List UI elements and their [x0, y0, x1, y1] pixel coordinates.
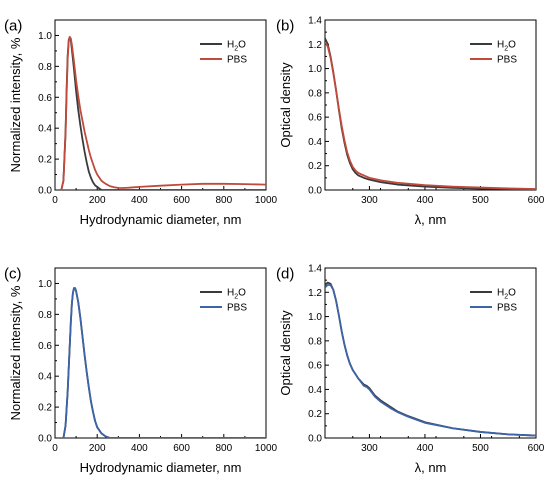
y-tick-label: 1.0	[38, 31, 52, 42]
x-tick-label: 800	[215, 195, 232, 206]
y-tick-label: 0.2	[38, 403, 52, 414]
x-tick-label: 600	[173, 195, 190, 206]
y-tick-label: 1.4	[308, 264, 322, 275]
x-tick-label: 600	[528, 443, 545, 454]
y-tick-label: 0.2	[308, 161, 322, 172]
panel-letter: (d)	[276, 265, 294, 282]
x-tick-label: 200	[89, 195, 106, 206]
x-tick-label: 1000	[255, 195, 278, 206]
y-tick-label: 0.4	[38, 124, 52, 135]
y-tick-label: 0.4	[38, 372, 52, 383]
y-tick-label: 1.2	[308, 288, 322, 299]
y-tick-label: 0.2	[38, 155, 52, 166]
y-axis-label: Optical density	[278, 310, 293, 396]
y-tick-label: 1.4	[308, 16, 322, 27]
panel-letter: (a)	[4, 17, 22, 34]
y-tick-label: 0.6	[38, 341, 52, 352]
x-tick-label: 0	[52, 195, 58, 206]
y-tick-label: 0.6	[308, 361, 322, 372]
x-tick-label: 400	[131, 443, 148, 454]
series-line-pbs	[325, 41, 536, 190]
legend-label: H2O	[227, 40, 246, 53]
y-axis-label: Normalized intensity, %	[8, 285, 23, 420]
x-tick-label: 1000	[255, 443, 278, 454]
y-axis-label: Normalized intensity, %	[8, 37, 23, 172]
legend-label: PBS	[227, 55, 247, 66]
legend-label: H2O	[497, 40, 516, 53]
legend-label: PBS	[497, 303, 517, 314]
y-tick-label: 0.8	[38, 62, 52, 73]
x-tick-label: 500	[472, 443, 489, 454]
y-tick-label: 0.0	[308, 186, 322, 197]
chart-panel-2: (c) 0 200 400 600 800 1000 0.0 0.2 0.4 0.6 0.8 1.0 Hy…	[4, 265, 278, 475]
y-tick-label: 0.4	[308, 385, 322, 396]
series-line-pbs	[62, 287, 266, 438]
y-tick-label: 0.8	[38, 310, 52, 321]
x-tick-label: 0	[52, 443, 58, 454]
y-tick-label: 0.6	[38, 93, 52, 104]
y-tick-label: 0.6	[308, 113, 322, 124]
x-axis-label: λ, nm	[415, 212, 447, 227]
chart-panel-1: (b) 300 400 500 600 0.0 0.2 0.4 0.6 0.8 1.0 1.2 1.4 λ…	[276, 16, 545, 228]
legend-label: PBS	[227, 303, 247, 314]
x-tick-label: 500	[472, 195, 489, 206]
y-tick-label: 0.8	[308, 88, 322, 99]
x-tick-label: 600	[528, 195, 545, 206]
x-tick-label: 300	[361, 443, 378, 454]
legend-label: H2O	[227, 288, 246, 301]
x-tick-label: 400	[417, 195, 434, 206]
y-axis-label: Optical density	[278, 62, 293, 148]
panel-letter: (b)	[276, 17, 294, 34]
series-line-pbs	[60, 36, 266, 190]
x-tick-label: 800	[215, 443, 232, 454]
legend-label: PBS	[497, 55, 517, 66]
y-tick-label: 1.0	[308, 64, 322, 75]
x-tick-label: 300	[361, 195, 378, 206]
chart-panel-3: (d) 300 400 500 600 0.0 0.2 0.4 0.6 0.8 1.0 1.2 1.4 λ…	[276, 264, 545, 476]
series-line-pbs	[325, 284, 536, 437]
x-axis-label: Hydrodynamic diameter, nm	[80, 460, 242, 475]
y-tick-label: 0.0	[308, 434, 322, 445]
x-tick-label: 400	[417, 443, 434, 454]
x-tick-label: 200	[89, 443, 106, 454]
x-tick-label: 600	[173, 443, 190, 454]
y-tick-label: 1.0	[38, 279, 52, 290]
chart-panel-0: (a) 0 200 400 600 800 1000 0.0 0.2 0.4 0.6 0.8 1.0 Hy…	[4, 17, 278, 227]
y-tick-label: 1.2	[308, 40, 322, 51]
y-tick-label: 0.2	[308, 409, 322, 420]
legend-label: H2O	[497, 288, 516, 301]
y-tick-label: 0.0	[38, 434, 52, 445]
y-tick-label: 1.0	[308, 312, 322, 323]
y-tick-label: 0.0	[38, 186, 52, 197]
y-tick-label: 0.8	[308, 336, 322, 347]
x-axis-label: λ, nm	[415, 460, 447, 475]
x-tick-label: 400	[131, 195, 148, 206]
panel-letter: (c)	[4, 265, 22, 282]
x-axis-label: Hydrodynamic diameter, nm	[80, 212, 242, 227]
y-tick-label: 0.4	[308, 137, 322, 148]
